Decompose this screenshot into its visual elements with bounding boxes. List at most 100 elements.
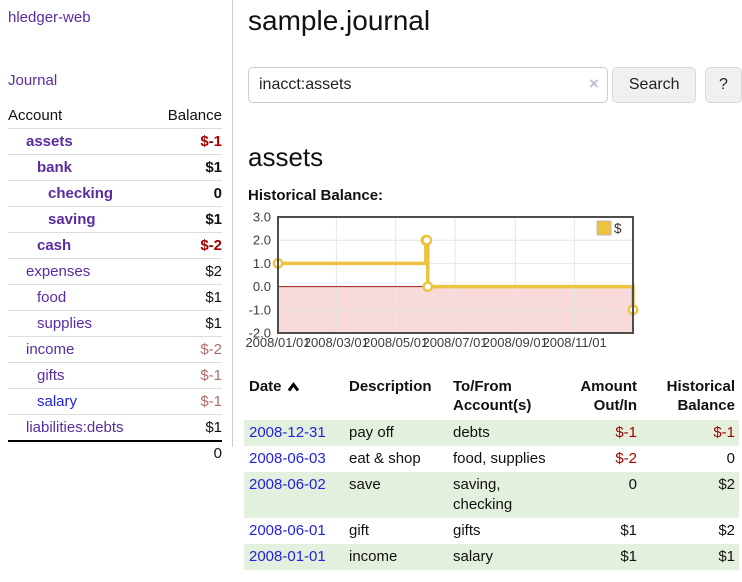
accounts-header-row: Account Balance xyxy=(8,103,222,129)
account-row: bank $1 xyxy=(8,155,222,181)
register-header-description: Description xyxy=(349,377,432,395)
transaction-date-link[interactable]: 2008-12-31 xyxy=(249,423,326,441)
main-content: sample.journal × Search ? assets Histori… xyxy=(244,0,742,570)
accounts-total-balance: 0 xyxy=(153,440,222,465)
y-axis-tick-label: 1.0 xyxy=(253,256,271,271)
transaction-balance: 0 xyxy=(726,449,735,467)
sidebar-account-link[interactable]: saving xyxy=(48,211,96,228)
x-axis-tick-label: 2008/07/01 xyxy=(422,335,487,350)
transaction-amount: 0 xyxy=(628,475,637,493)
transaction-date-link[interactable]: 2008-01-01 xyxy=(249,547,326,565)
search-box: × xyxy=(248,67,608,104)
sidebar-account-link[interactable]: food xyxy=(37,289,67,306)
chart-title: Historical Balance: xyxy=(248,186,384,204)
register-row: 2008-01-01 income salary $1 $1 xyxy=(244,543,739,570)
transaction-balance: $2 xyxy=(718,475,735,493)
account-balance: $-2 xyxy=(200,237,222,254)
sidebar-account-link[interactable]: cash xyxy=(37,237,72,254)
account-balance: $-1 xyxy=(200,367,222,384)
y-axis-tick-label: -2.0 xyxy=(249,325,271,340)
sidebar: hledger-web Journal Account Balance asse… xyxy=(0,0,233,465)
x-axis-tick-label: 2008/03/01 xyxy=(304,335,369,350)
transaction-accounts: salary xyxy=(453,547,494,565)
transaction-amount: $1 xyxy=(620,521,637,539)
account-row: assets $-1 xyxy=(8,129,222,155)
accounts-table: Account Balance assets $-1 bank $1 checking 0… xyxy=(8,103,222,465)
transaction-balance: $2 xyxy=(718,521,735,539)
transaction-balance: $1 xyxy=(718,547,735,565)
transaction-amount: $-2 xyxy=(615,449,637,467)
account-balance: 0 xyxy=(213,185,222,202)
y-axis-tick-label: 0.0 xyxy=(253,279,271,294)
account-row: salary $-1 xyxy=(8,389,222,415)
register-header-date[interactable]: Date xyxy=(244,375,344,420)
historical-balance-chart: 3.0 2.0 1.0 0.0 -1.0 -2.02008/01/012008/03/01… xyxy=(245,209,639,350)
search-input[interactable] xyxy=(248,67,608,104)
register-header-amount: Amount Out/In xyxy=(580,377,637,414)
sidebar-account-link[interactable]: assets xyxy=(26,133,73,150)
register-row: 2008-06-01 gift gifts $1 $2 xyxy=(244,518,739,544)
account-balance: $-1 xyxy=(200,393,222,410)
account-heading: assets xyxy=(248,142,324,173)
accounts-total-row: 0 xyxy=(8,440,222,465)
sidebar-account-link[interactable]: bank xyxy=(37,159,73,176)
account-balance: $1 xyxy=(205,159,222,176)
register-header-row: Date Description To/From Account(s) Amou… xyxy=(244,375,739,420)
y-axis-tick-label: 3.0 xyxy=(253,209,271,224)
transaction-date-link[interactable]: 2008-06-01 xyxy=(249,521,326,539)
accounts-header-balance: Balance xyxy=(153,103,222,129)
transaction-description: gift xyxy=(349,521,370,539)
transaction-balance: $-1 xyxy=(713,423,735,441)
transaction-accounts: food, supplies xyxy=(453,449,546,467)
brand-link[interactable]: hledger-web xyxy=(8,9,91,26)
sidebar-account-link[interactable]: expenses xyxy=(26,263,91,280)
x-axis-tick-label: 2008/01/01 xyxy=(245,335,310,350)
page-title: sample.journal xyxy=(248,5,431,36)
account-balance: $1 xyxy=(205,289,222,306)
sidebar-account-link[interactable]: salary xyxy=(37,393,78,410)
transaction-amount: $1 xyxy=(620,547,637,565)
search-button[interactable]: Search xyxy=(611,67,696,104)
account-row: expenses $2 xyxy=(8,259,222,285)
account-row: saving $1 xyxy=(8,207,222,233)
transaction-date-link[interactable]: 2008-06-03 xyxy=(249,449,326,467)
legend-swatch xyxy=(596,220,612,236)
sidebar-account-link[interactable]: income xyxy=(26,341,75,358)
account-row: income $-2 xyxy=(8,337,222,363)
register-header-balance: Historical Balance xyxy=(666,377,735,414)
transaction-accounts: debts xyxy=(453,423,490,441)
sidebar-account-link[interactable]: liabilities:debts xyxy=(26,419,124,436)
sort-ascending-icon xyxy=(287,381,299,392)
account-row: supplies $1 xyxy=(8,311,222,337)
transaction-description: eat & shop xyxy=(349,449,421,467)
sidebar-item-journal[interactable]: Journal xyxy=(8,72,58,89)
transaction-description: save xyxy=(349,475,381,493)
account-balance: $1 xyxy=(205,315,222,332)
account-row: cash $-2 xyxy=(8,233,222,259)
register-table: Date Description To/From Account(s) Amou… xyxy=(244,375,739,570)
sidebar-account-link[interactable]: gifts xyxy=(37,367,65,384)
account-balance: $1 xyxy=(205,419,222,436)
account-balance: $1 xyxy=(205,211,222,228)
account-balance: $2 xyxy=(205,263,222,280)
sidebar-account-link[interactable]: supplies xyxy=(37,315,93,332)
clear-search-icon[interactable]: × xyxy=(588,74,599,94)
transaction-date-link[interactable]: 2008-06-02 xyxy=(249,475,326,493)
register-row: 2008-06-03 eat & shop food, supplies $-2 0 xyxy=(244,446,739,472)
data-point-marker xyxy=(422,280,434,292)
transaction-description: pay off xyxy=(349,423,394,441)
account-row: liabilities:debts $1 xyxy=(8,415,222,442)
transaction-accounts: gifts xyxy=(453,521,481,539)
sidebar-account-link[interactable]: checking xyxy=(48,185,114,202)
x-axis-tick-label: 2008/11/01 xyxy=(543,335,607,350)
search-form: × Search ? xyxy=(248,67,742,104)
chart-legend: $ xyxy=(596,220,622,236)
help-button[interactable]: ? xyxy=(705,67,742,104)
account-row: checking 0 xyxy=(8,181,222,207)
register-row: 2008-06-02 save saving, checking 0 $2 xyxy=(244,471,739,518)
plot-border xyxy=(277,215,634,334)
transaction-accounts: saving, checking xyxy=(453,475,513,513)
legend-label: $ xyxy=(614,221,622,236)
y-axis-tick-label: -1.0 xyxy=(249,302,271,317)
y-axis-tick-label: 2.0 xyxy=(253,232,271,247)
